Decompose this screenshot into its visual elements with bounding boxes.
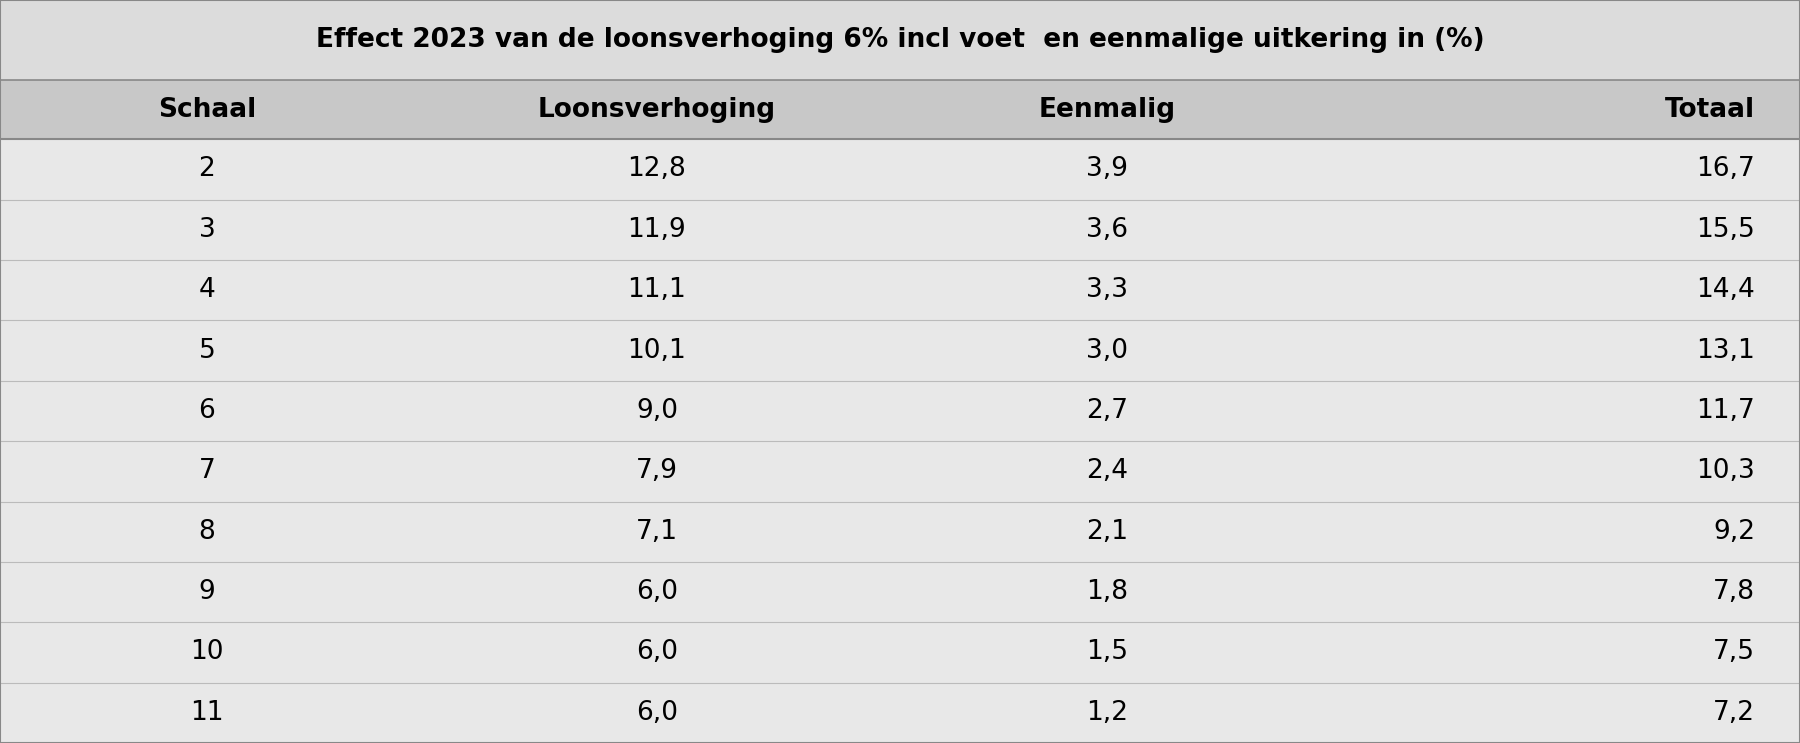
- Text: 1,2: 1,2: [1085, 700, 1129, 726]
- Text: Eenmalig: Eenmalig: [1039, 97, 1175, 123]
- Bar: [0, 260, 1800, 320]
- Text: 9: 9: [198, 579, 216, 605]
- Text: 3: 3: [198, 217, 216, 243]
- Text: 2: 2: [198, 157, 216, 183]
- Text: 9,2: 9,2: [1714, 519, 1755, 545]
- Text: 3,6: 3,6: [1085, 217, 1129, 243]
- Bar: [0, 562, 1800, 622]
- Bar: [0, 683, 1800, 743]
- Text: Loonsverhoging: Loonsverhoging: [538, 97, 776, 123]
- Text: Totaal: Totaal: [1665, 97, 1755, 123]
- Text: 2,4: 2,4: [1085, 458, 1129, 484]
- Bar: [0, 80, 1800, 140]
- Text: 2,7: 2,7: [1085, 398, 1129, 424]
- Text: 4: 4: [198, 277, 216, 303]
- Text: 7,5: 7,5: [1714, 640, 1755, 666]
- Bar: [0, 441, 1800, 502]
- Text: 2,1: 2,1: [1085, 519, 1129, 545]
- Text: 10,1: 10,1: [628, 337, 686, 363]
- Text: 3,9: 3,9: [1085, 157, 1129, 183]
- Text: 6: 6: [198, 398, 216, 424]
- Text: 6,0: 6,0: [635, 640, 679, 666]
- Text: 7,1: 7,1: [635, 519, 679, 545]
- Text: 7,2: 7,2: [1714, 700, 1755, 726]
- Text: 6,0: 6,0: [635, 700, 679, 726]
- Bar: [0, 623, 1800, 683]
- Text: 8: 8: [198, 519, 216, 545]
- Bar: [0, 0, 1800, 80]
- Text: 3,3: 3,3: [1085, 277, 1129, 303]
- Text: 11,1: 11,1: [628, 277, 686, 303]
- Text: 1,8: 1,8: [1085, 579, 1129, 605]
- Text: 10: 10: [191, 640, 223, 666]
- Bar: [0, 380, 1800, 441]
- Text: Effect 2023 van de loonsverhoging 6% incl voet  en eenmalige uitkering in (%): Effect 2023 van de loonsverhoging 6% inc…: [315, 27, 1485, 53]
- Text: 7,9: 7,9: [635, 458, 679, 484]
- Text: 7,8: 7,8: [1714, 579, 1755, 605]
- Bar: [0, 200, 1800, 260]
- Bar: [0, 320, 1800, 380]
- Bar: [0, 140, 1800, 200]
- Text: 12,8: 12,8: [628, 157, 686, 183]
- Text: 10,3: 10,3: [1696, 458, 1755, 484]
- Text: 11: 11: [191, 700, 223, 726]
- Text: 15,5: 15,5: [1696, 217, 1755, 243]
- Text: 14,4: 14,4: [1696, 277, 1755, 303]
- Text: 5: 5: [198, 337, 216, 363]
- Bar: [0, 502, 1800, 562]
- Text: 13,1: 13,1: [1696, 337, 1755, 363]
- Text: 11,9: 11,9: [628, 217, 686, 243]
- Text: 16,7: 16,7: [1696, 157, 1755, 183]
- Text: 6,0: 6,0: [635, 579, 679, 605]
- Text: 11,7: 11,7: [1696, 398, 1755, 424]
- Text: 7: 7: [198, 458, 216, 484]
- Text: 9,0: 9,0: [635, 398, 679, 424]
- Text: 3,0: 3,0: [1085, 337, 1129, 363]
- Text: Schaal: Schaal: [158, 97, 256, 123]
- Text: 1,5: 1,5: [1085, 640, 1129, 666]
